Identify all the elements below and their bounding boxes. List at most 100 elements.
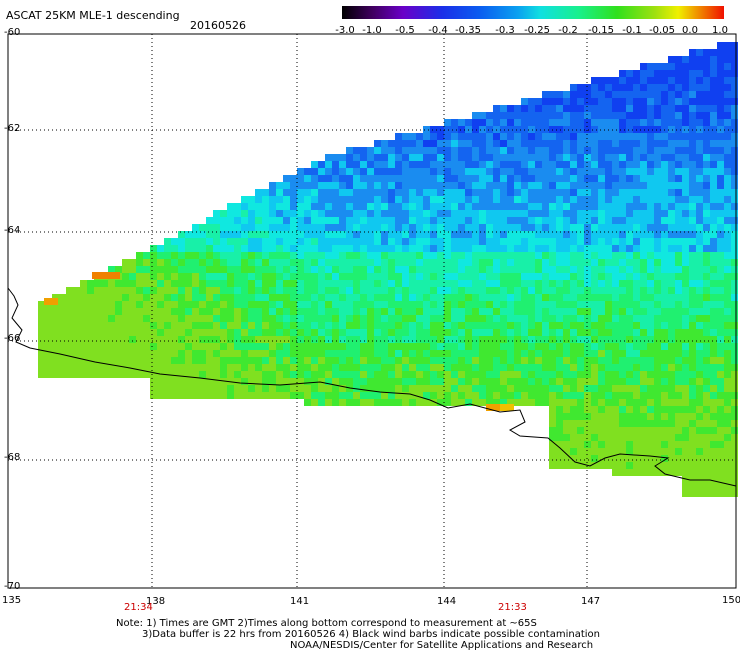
swath-cell: [514, 364, 521, 371]
swath-cell: [570, 427, 577, 434]
swath-cell: [542, 98, 549, 105]
swath-cell: [416, 189, 423, 196]
swath-cell: [227, 343, 234, 350]
swath-cell: [437, 217, 444, 224]
swath-cell: [444, 182, 451, 189]
swath-cell: [402, 357, 409, 364]
swath-cell: [479, 287, 486, 294]
swath-cell: [598, 168, 605, 175]
swath-cell: [584, 245, 591, 252]
swath-cell: [521, 217, 528, 224]
swath-cell: [395, 217, 402, 224]
swath-cell: [283, 392, 290, 399]
swath-cell: [430, 315, 437, 322]
swath-cell: [297, 280, 304, 287]
swath-cell: [451, 217, 458, 224]
swath-cell: [262, 238, 269, 245]
swath-cell: [402, 343, 409, 350]
swath-cell: [367, 280, 374, 287]
swath-cell: [227, 266, 234, 273]
swath-cell: [675, 329, 682, 336]
swath-cell: [451, 308, 458, 315]
swath-cell: [647, 259, 654, 266]
swath-cell: [192, 392, 199, 399]
swath-cell: [696, 273, 703, 280]
swath-cell: [220, 224, 227, 231]
swath-cell: [458, 252, 465, 259]
swath-cell: [500, 399, 507, 406]
swath-cell: [388, 315, 395, 322]
swath-cell: [598, 301, 605, 308]
swath-cell: [381, 266, 388, 273]
swath-cell: [395, 399, 402, 406]
swath-cell: [556, 315, 563, 322]
swath-cell: [332, 350, 339, 357]
swath-cell: [311, 364, 318, 371]
swath-cell: [332, 364, 339, 371]
swath-cell: [276, 210, 283, 217]
swath-cell: [115, 287, 122, 294]
swath-cell: [472, 189, 479, 196]
swath-cell: [668, 364, 675, 371]
swath-cell: [563, 420, 570, 427]
swath-cell: [87, 336, 94, 343]
swath-cell: [661, 385, 668, 392]
swath-cell: [276, 203, 283, 210]
swath-cell: [220, 371, 227, 378]
swath-cell: [66, 343, 73, 350]
swath-cell: [507, 392, 514, 399]
swath-cell: [444, 357, 451, 364]
swath-cell: [528, 112, 535, 119]
swath-cell: [633, 168, 640, 175]
swath-cell: [311, 224, 318, 231]
swath-cell: [584, 441, 591, 448]
swath-cell: [220, 259, 227, 266]
swath-cell: [549, 231, 556, 238]
swath-cell: [549, 119, 556, 126]
swath-cell: [416, 231, 423, 238]
coastline: [7, 287, 737, 487]
swath-cell: [227, 385, 234, 392]
swath-cell: [710, 406, 717, 413]
swath-cell: [164, 245, 171, 252]
swath-cell: [640, 203, 647, 210]
swath-cell: [626, 385, 633, 392]
swath-cell: [283, 196, 290, 203]
swath-cell: [668, 252, 675, 259]
swath-cell: [731, 343, 738, 350]
swath-cell: [297, 378, 304, 385]
swath-cell: [542, 385, 549, 392]
swath-cell: [290, 203, 297, 210]
swath-cell: [626, 413, 633, 420]
swath-cell: [409, 259, 416, 266]
swath-cell: [584, 126, 591, 133]
swath-cell: [507, 210, 514, 217]
swath-cell: [514, 308, 521, 315]
swath-cell: [353, 238, 360, 245]
swath-cell: [220, 357, 227, 364]
swath-cell: [423, 364, 430, 371]
swath-cell: [451, 399, 458, 406]
swath-cell: [675, 469, 682, 476]
swath-cell: [479, 315, 486, 322]
swath-cell: [402, 161, 409, 168]
swath-cell: [486, 259, 493, 266]
swath-cell: [381, 350, 388, 357]
swath-cell: [570, 147, 577, 154]
swath-cell: [703, 490, 710, 497]
swath-cell: [556, 224, 563, 231]
swath-cell: [458, 196, 465, 203]
swath-cell: [731, 245, 738, 252]
swath-cell: [479, 273, 486, 280]
swath-cell: [689, 231, 696, 238]
swath-cell: [479, 231, 486, 238]
swath-cell: [94, 315, 101, 322]
swath-cell: [304, 273, 311, 280]
swath-cell: [619, 329, 626, 336]
swath-cell: [171, 322, 178, 329]
swath-cell: [724, 322, 731, 329]
swath-cell: [458, 140, 465, 147]
swath-cell: [696, 287, 703, 294]
swath-cell: [409, 245, 416, 252]
swath-cell: [150, 259, 157, 266]
